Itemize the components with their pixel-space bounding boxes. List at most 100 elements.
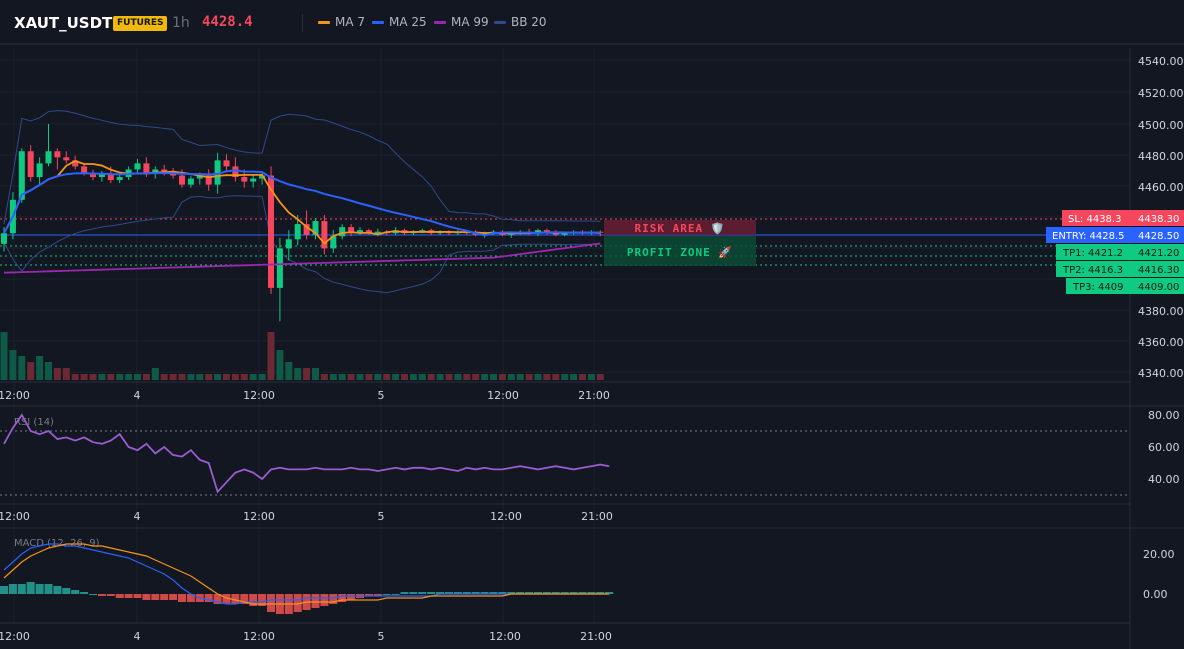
volume-bar [134,374,141,380]
price-label: 4360.00 [1138,336,1184,349]
candle-body [1,233,7,244]
candle-body [365,230,372,234]
volume-bar [507,374,515,380]
svg-text:4409.00: 4409.00 [1138,282,1179,293]
macd-hist-bar [542,592,551,594]
candle-body [36,163,43,178]
volume-bar [267,332,275,380]
svg-text:21:00: 21:00 [580,630,612,643]
legend-bb20[interactable]: BB 20 [494,15,547,29]
macd-hist-bar [0,586,8,594]
sl-tag[interactable]: SL: 4438.3 4438.30 [1062,210,1184,226]
volume-bar [587,374,595,380]
volume-bar [329,374,337,380]
macd-hist-bar [115,594,124,598]
volume-bar [98,374,106,380]
ma25-line [3,169,601,237]
macd-hist-bar [338,594,347,602]
volume-bar [534,374,542,380]
price-axis[interactable]: 4540.00 4520.00 4500.00 4480.00 4460.00 … [1138,55,1184,380]
candle-body [357,230,363,234]
entry-tag[interactable]: ENTRY: 4428.5 4428.50 [1046,227,1184,243]
time-axis-rsi[interactable]: 12:00 4 12:00 5 12:00 21:00 [0,510,613,523]
macd-hist-bar [569,592,578,594]
macd-hist-bar [516,592,525,594]
macd-hist-bar [142,594,151,600]
candle-body [72,160,79,167]
macd-hist-bar [605,592,614,594]
macd-hist-bar [498,592,507,594]
svg-text:12:00: 12:00 [487,389,519,402]
ma25-swatch-icon [372,20,384,24]
svg-text:4: 4 [134,630,141,643]
volume-bar [160,374,168,380]
macd-hist-bar [534,592,542,594]
macd-hist-bar [231,594,240,604]
volume-bar [383,374,391,380]
svg-text:5: 5 [378,510,385,523]
legend-ma7[interactable]: MA 7 [318,15,365,29]
svg-text:ENTRY: 4428.5: ENTRY: 4428.5 [1052,231,1125,242]
volume-bar [125,374,133,380]
macd-hist-bar [133,594,142,598]
macd-hist-bar [578,592,587,594]
svg-text:4421.20: 4421.20 [1138,248,1179,259]
legend-ma25[interactable]: MA 25 [372,15,427,29]
tp1-tag[interactable]: TP1: 4421.2 4421.20 [1056,244,1184,260]
volume-bar [53,368,61,380]
risk-area-zone[interactable] [604,220,756,235]
candle-body [294,224,301,240]
macd-hist-bar [382,594,391,595]
macd-hist-bar [560,592,569,594]
price-label: 4500.00 [1138,119,1184,132]
legend-ma99[interactable]: MA 99 [434,15,489,29]
svg-text:21:00: 21:00 [578,389,610,402]
macd-hist-bar [525,592,534,594]
macd-hist-bar [507,592,516,594]
tp2-tag[interactable]: TP2: 4416.3 4416.30 [1056,261,1184,277]
macd-hist-bar [418,592,427,594]
candle-body [223,160,230,167]
candle-body [241,177,248,182]
macd-hist-bar [80,592,89,594]
time-axis-main[interactable]: 12:00 4 12:00 5 12:00 21:00 [0,389,610,402]
volume-bar [9,350,17,380]
candle-body [552,233,559,235]
macd-hist-bar [364,594,373,596]
macd-hist-bar [35,584,44,594]
volume-bar [285,362,293,380]
symbol-title[interactable]: XAUT_USDT [14,14,113,32]
volume-bar [89,374,97,380]
candle-body [232,166,239,178]
macd-hist-bar [178,594,186,602]
macd-hist-bar [97,594,106,596]
candle-body [187,178,194,185]
volume-bar [36,356,44,380]
rsi-axis-label: 80.00 [1148,409,1180,422]
profit-zone[interactable] [604,236,756,266]
svg-text:12:00: 12:00 [243,630,275,643]
moving-averages [3,160,601,274]
price-label: 4460.00 [1138,181,1184,194]
volume-bar [516,374,524,380]
last-price: 4428.4 [202,14,253,30]
candle-body [348,227,355,234]
volume-bar [409,374,417,380]
macd-hist-bar [445,592,453,594]
volume-bar [365,374,373,380]
time-axis-macd[interactable]: 12:00 4 12:00 5 12:00 21:00 [0,630,612,643]
candle-body [481,233,488,235]
volume-bar [320,374,328,380]
profit-zone-label: PROFIT ZONE 🚀 [627,246,733,259]
tp3-tag[interactable]: TP3: 4409 4409.00 [1066,278,1184,294]
volume-bar [294,368,302,380]
timeframe-label[interactable]: 1h [172,15,190,31]
volume-bar [543,374,551,380]
candle-body [303,224,310,235]
macd-hist-bar [26,582,35,594]
volume-bar [401,374,408,380]
volume-bar [62,368,70,380]
volume-bar [498,374,506,380]
volume-bar [45,362,52,380]
